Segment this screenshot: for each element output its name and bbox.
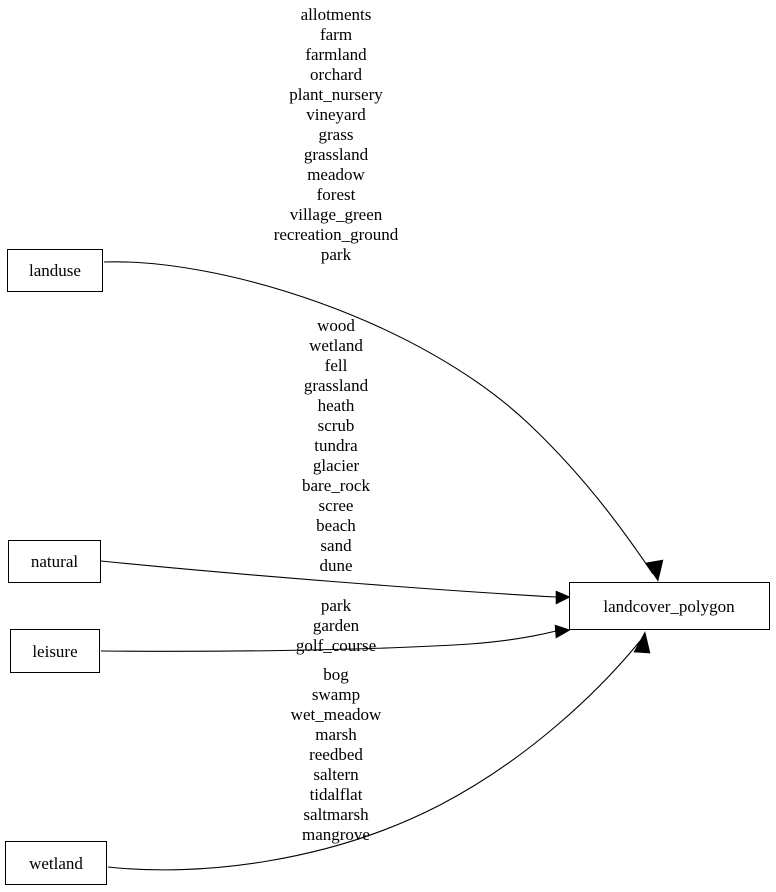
arrow-head-natural [555, 590, 571, 605]
edge-leisure-to-landcover-polygon [100, 624, 571, 652]
edge-label-item: bog [323, 665, 349, 684]
edge-label-item: forest [317, 185, 356, 204]
edge-label-item: golf_course [296, 636, 376, 655]
edge-label-group-natural: wood wetland fell grassland heath scrub … [302, 316, 370, 575]
edge-label-group-wetland: bog swamp wet_meadow marsh reedbed salte… [291, 665, 382, 844]
edge-path-natural [100, 560, 557, 598]
node-landuse-box[interactable] [7, 249, 103, 292]
edge-label-item: farmland [305, 45, 367, 64]
edge-label-item: village_green [290, 205, 383, 224]
arrow-head-landuse [645, 559, 664, 582]
edge-label-item: tundra [314, 436, 358, 455]
edge-label-item: wood [317, 316, 355, 335]
edge-label-item: park [321, 245, 352, 264]
edge-label-item: beach [316, 516, 356, 535]
node-landcover-polygon[interactable]: landcover_polygon [569, 582, 770, 630]
node-leisure-label: leisure [32, 642, 77, 661]
edge-label-item: farm [320, 25, 352, 44]
edge-label-item: wet_meadow [291, 705, 382, 724]
edge-label-item: orchard [310, 65, 362, 84]
edge-label-item: bare_rock [302, 476, 370, 495]
edge-landuse-to-landcover-polygon [103, 261, 664, 582]
node-leisure[interactable]: leisure [10, 629, 100, 673]
edge-label-item: recreation_ground [274, 225, 399, 244]
edge-path-leisure [100, 630, 557, 652]
edge-label-item: dune [319, 556, 352, 575]
edge-label-item: garden [313, 616, 360, 635]
edge-label-item: heath [318, 396, 355, 415]
edge-label-item: plant_nursery [289, 85, 383, 104]
node-landuse-label: landuse [29, 261, 81, 280]
edge-natural-to-landcover-polygon [100, 560, 571, 605]
edge-label-item: meadow [307, 165, 365, 184]
edge-label-item: allotments [301, 5, 372, 24]
edge-label-group-landuse: allotments farm farmland orchard plant_n… [274, 5, 399, 264]
edge-label-item: reedbed [309, 745, 363, 764]
edge-label-item: vineyard [306, 105, 366, 124]
edge-label-item: marsh [315, 725, 357, 744]
edge-path-landuse [103, 261, 654, 575]
edge-label-item: fell [325, 356, 348, 375]
edge-label-item: swamp [312, 685, 360, 704]
node-natural-label: natural [31, 552, 78, 571]
node-leisure-box[interactable] [10, 629, 100, 673]
edge-label-group-leisure: park garden golf_course [296, 596, 376, 655]
node-landuse[interactable]: landuse [7, 249, 103, 292]
node-natural-box[interactable] [8, 540, 101, 583]
edge-label-item: grassland [304, 376, 369, 395]
edge-label-item: tidalflat [310, 785, 363, 804]
node-wetland-box[interactable] [5, 841, 107, 885]
arrow-head-wetland [633, 631, 651, 654]
edge-label-item: grassland [304, 145, 369, 164]
edge-label-item: wetland [309, 336, 363, 355]
edge-label-item: mangrove [302, 825, 370, 844]
node-wetland[interactable]: wetland [5, 841, 107, 885]
node-landcover-polygon-box[interactable] [569, 582, 770, 630]
edge-label-item: saltmarsh [303, 805, 369, 824]
edge-wetland-to-landcover-polygon [107, 631, 651, 871]
arrow-head-leisure [554, 624, 571, 639]
node-wetland-label: wetland [29, 854, 83, 873]
node-natural[interactable]: natural [8, 540, 101, 583]
edge-label-item: park [321, 596, 352, 615]
edge-label-item: grass [319, 125, 354, 144]
edge-label-item: sand [320, 536, 352, 555]
edge-label-item: scrub [318, 416, 355, 435]
edge-label-item: glacier [313, 456, 360, 475]
edge-path-wetland [107, 640, 641, 871]
edge-label-item: scree [319, 496, 354, 515]
edge-label-item: saltern [313, 765, 359, 784]
node-landcover-polygon-label: landcover_polygon [603, 597, 735, 616]
